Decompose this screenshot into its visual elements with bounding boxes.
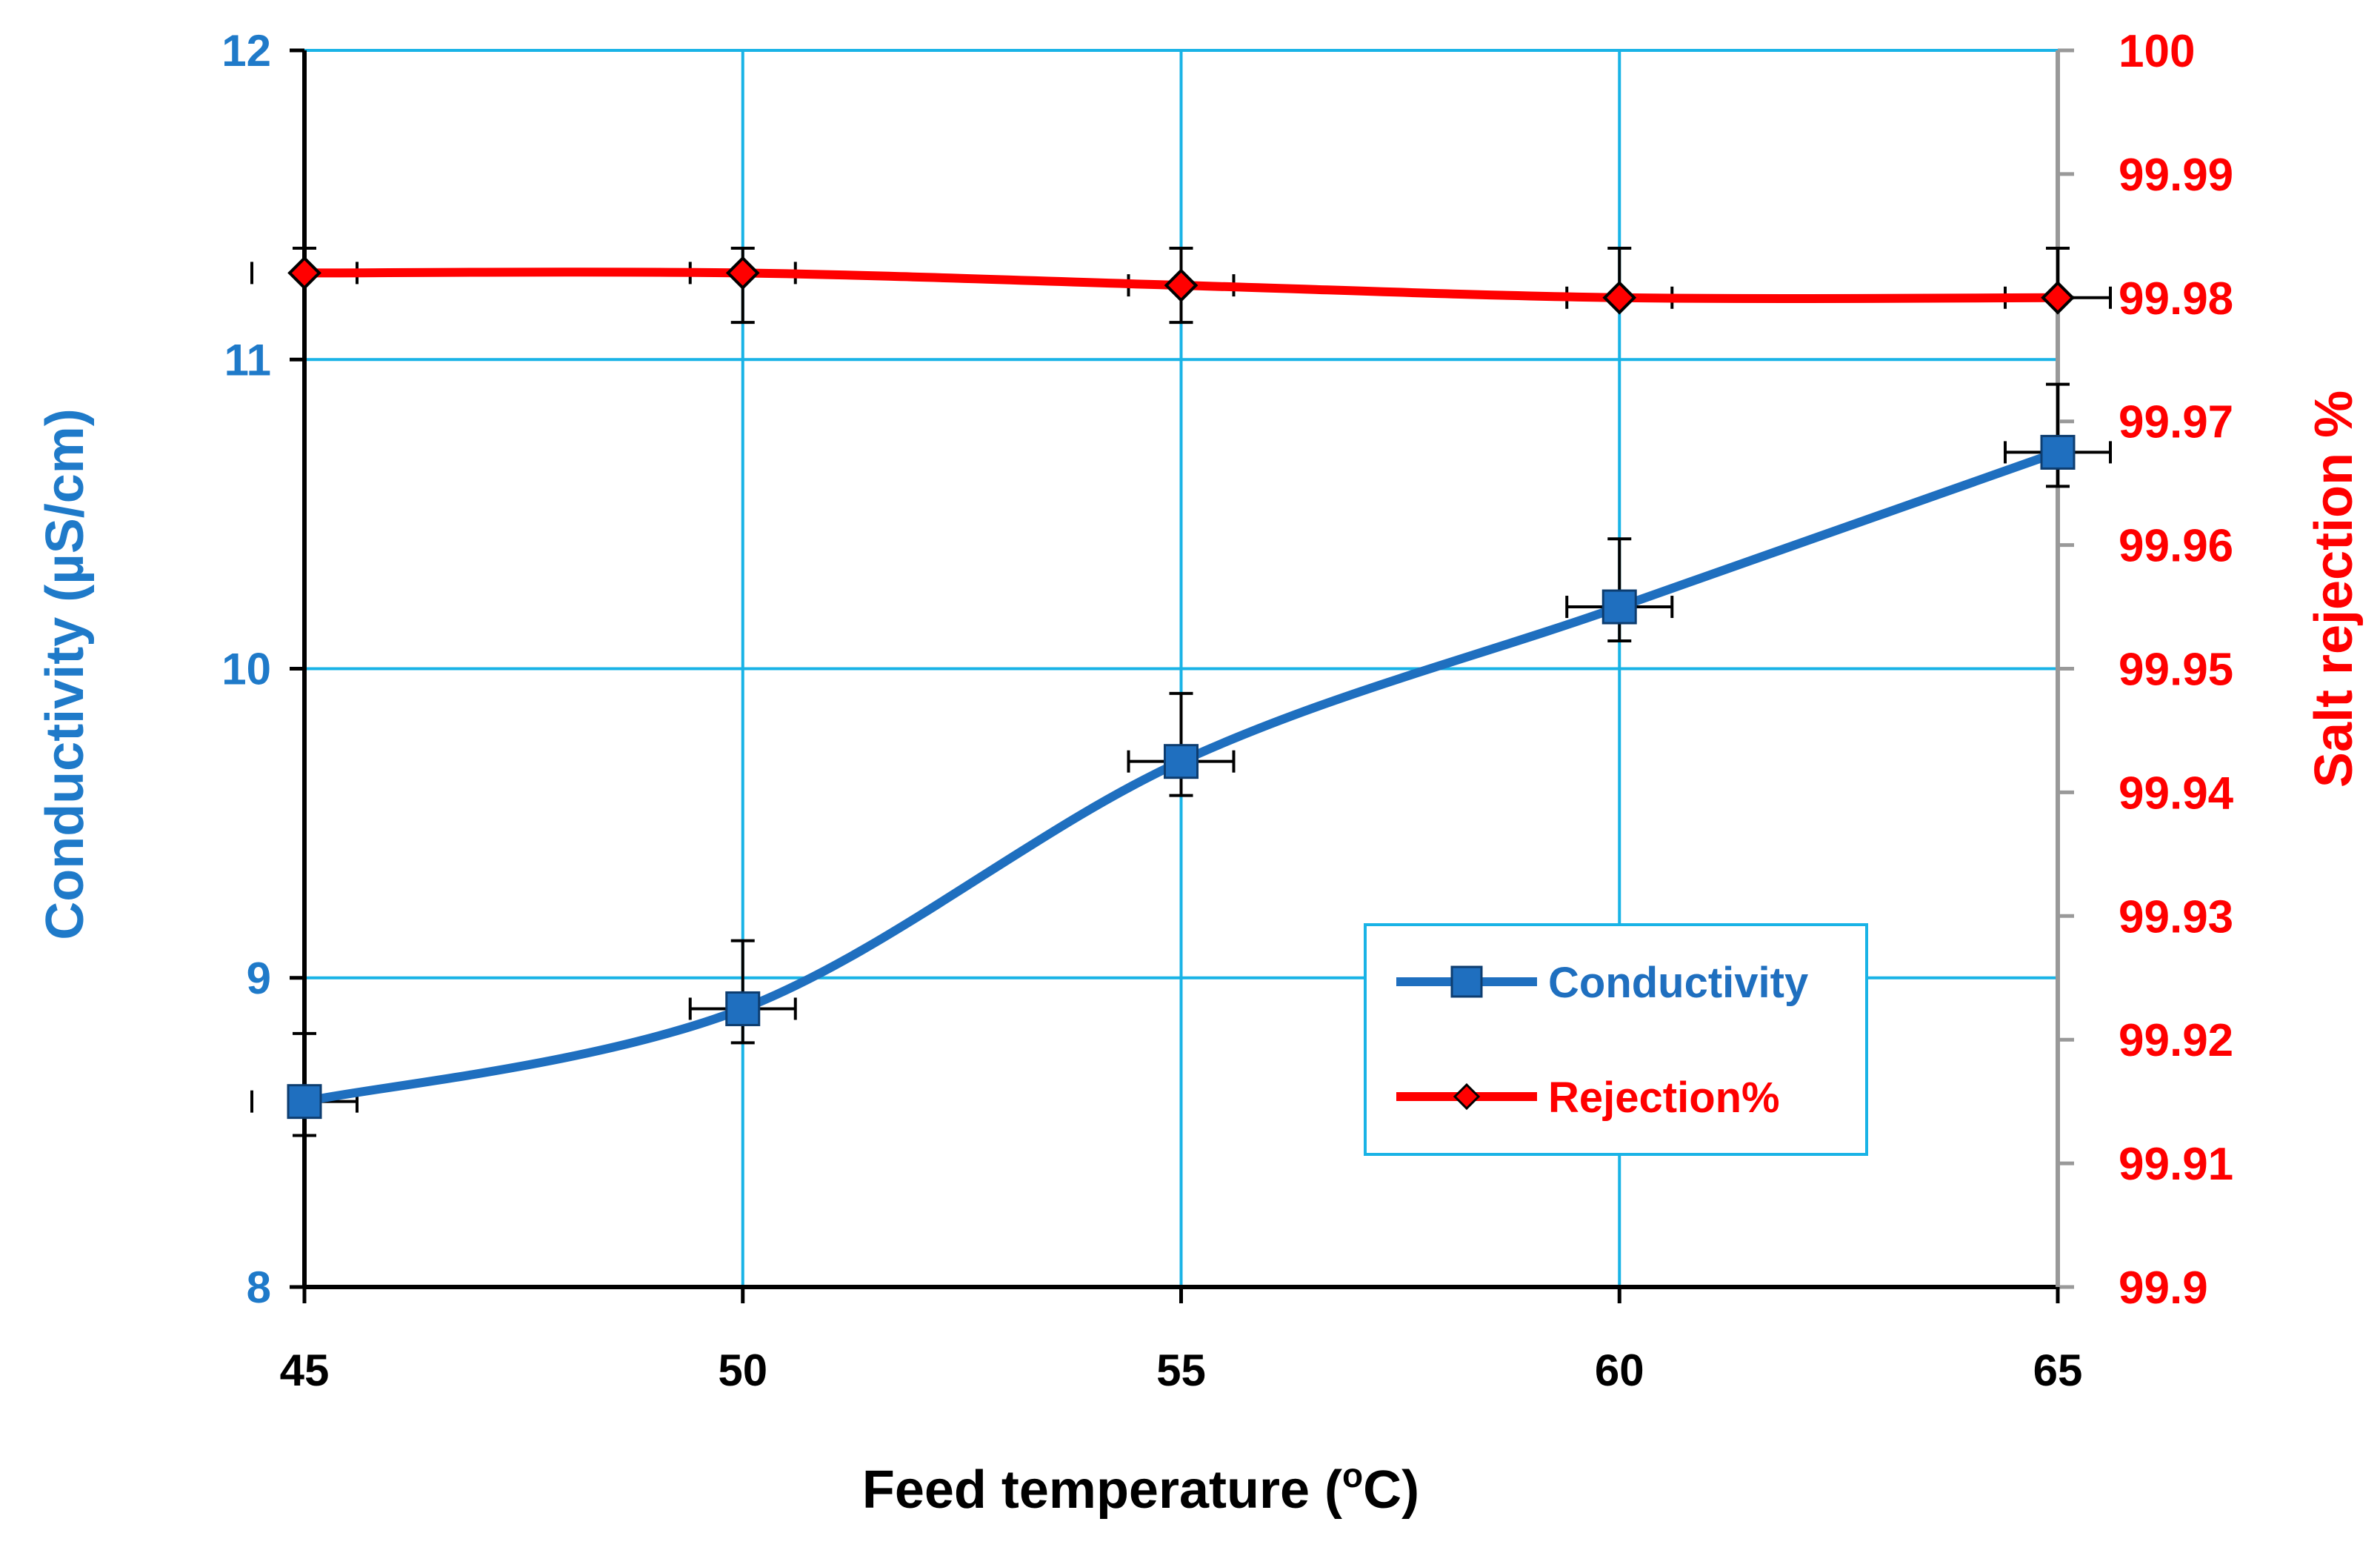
- legend: Conductivity Rejection%: [1364, 923, 1868, 1156]
- data-point-rejection: [1164, 268, 1199, 302]
- series-rejection: [250, 247, 2113, 325]
- data-point-conductivity: [725, 991, 761, 1026]
- data-point-rejection: [2041, 280, 2075, 315]
- data-point-conductivity: [1164, 744, 1199, 779]
- legend-box: [1364, 923, 1868, 1156]
- legend-rejection-label: Rejection%: [1548, 1074, 1780, 1122]
- x-axis-title-prefix: Feed temperature (: [862, 1460, 1342, 1520]
- x-tick-label: 45: [280, 1346, 330, 1395]
- y-right-tick-label: 99.95: [2119, 645, 2233, 696]
- data-point-conductivity: [1601, 589, 1637, 625]
- legend-conductivity-marker: [1450, 965, 1483, 998]
- x-axis-title-superscript: o: [1342, 1456, 1363, 1494]
- y-axis-right-title: Salt rejection %: [2304, 390, 2364, 788]
- y-right-tick-label: 99.9: [2119, 1263, 2208, 1314]
- y-left-tick-label: 8: [247, 1263, 271, 1312]
- y-left-tick-label: 10: [221, 645, 271, 694]
- data-point-conductivity: [287, 1084, 322, 1120]
- y-right-tick-label: 99.91: [2119, 1139, 2233, 1190]
- x-axis-title: Feed temperature (oC): [862, 1456, 1419, 1520]
- data-point-rejection: [287, 256, 321, 290]
- y-right-tick-label: 99.97: [2119, 397, 2233, 448]
- y-right-tick-label: 99.94: [2119, 768, 2234, 819]
- y-right-tick-label: 99.93: [2119, 891, 2233, 942]
- y-left-tick-label: 12: [221, 26, 271, 76]
- data-point-conductivity: [2040, 434, 2076, 470]
- legend-rejection-marker: [1453, 1083, 1481, 1111]
- y-right-tick-label: 99.98: [2119, 273, 2233, 325]
- y-left-tick-label: 11: [224, 335, 271, 385]
- y-axis-left-title: Conductivity (µS/cm): [36, 408, 95, 940]
- x-tick-label: 60: [1595, 1346, 1644, 1395]
- y-right-tick-label: 100: [2119, 26, 2195, 77]
- data-point-rejection: [725, 256, 760, 290]
- series-conductivity: [250, 382, 2113, 1137]
- x-tick-label: 50: [718, 1346, 767, 1395]
- legend-conductivity-label: Conductivity: [1548, 959, 1808, 1007]
- y-right-tick-label: 99.92: [2119, 1015, 2233, 1066]
- x-tick-label: 65: [2033, 1346, 2083, 1395]
- x-tick-label: 55: [1156, 1346, 1206, 1395]
- y-left-tick-label: 9: [247, 954, 271, 1003]
- y-right-tick-label: 99.99: [2119, 150, 2233, 201]
- series-group: [250, 247, 2113, 1137]
- data-point-rejection: [1602, 280, 1637, 315]
- x-axis-title-suffix: C): [1363, 1460, 1419, 1520]
- tick-labels: 8 9 10 11 12 99.9 99.91 99.92 99.93 99.94 99.95 99.…: [221, 26, 2233, 1395]
- y-right-tick-label: 99.96: [2119, 521, 2233, 572]
